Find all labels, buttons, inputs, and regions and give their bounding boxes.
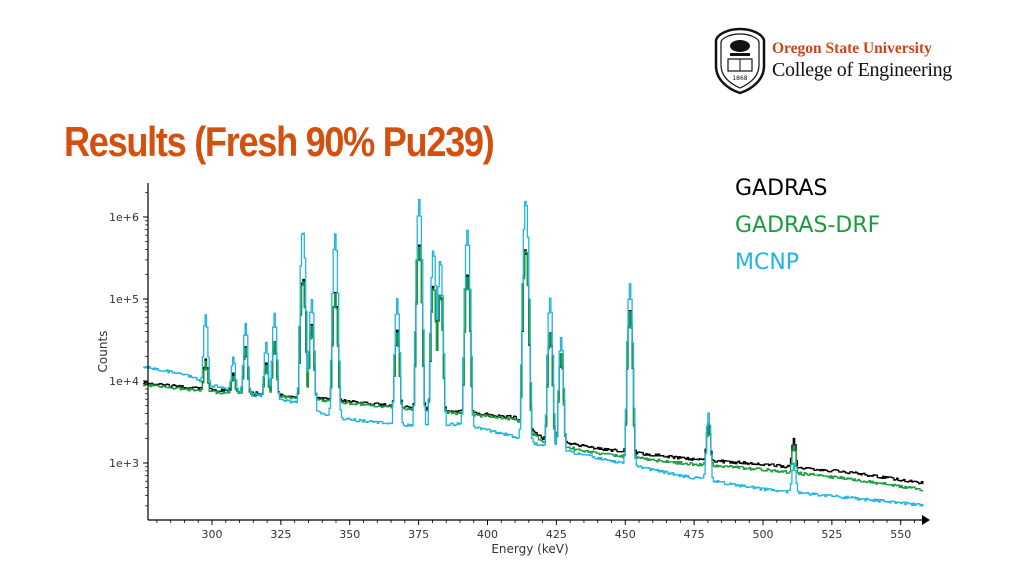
- x-tick-label: 475: [684, 528, 705, 541]
- x-tick-label: 350: [339, 528, 360, 541]
- x-tick-label: 375: [408, 528, 429, 541]
- x-tick-label: 325: [270, 528, 291, 541]
- y-tick-label: 1e+3: [109, 457, 139, 470]
- x-tick-label: 525: [821, 528, 842, 541]
- college-name: College of Engineering: [772, 59, 953, 81]
- series-gadras-drf: [143, 246, 924, 492]
- x-tick-label: 425: [546, 528, 567, 541]
- y-tick-label: 1e+4: [109, 375, 139, 388]
- x-axis-label: Energy (keV): [491, 542, 568, 556]
- x-axis-arrow-icon: [922, 515, 930, 525]
- series-gadras: [143, 244, 924, 485]
- svg-text:1868: 1868: [732, 75, 747, 82]
- x-tick-label: 400: [477, 528, 498, 541]
- legend: GADRAS GADRAS-DRF MCNP: [735, 170, 880, 281]
- slide-title: Results (Fresh 90% Pu239): [64, 118, 495, 165]
- y-tick-label: 1e+5: [109, 293, 139, 306]
- x-tick-label: 450: [615, 528, 636, 541]
- x-tick-label: 550: [890, 528, 911, 541]
- x-tick-label: 500: [753, 528, 774, 541]
- y-tick-label: 1e+6: [109, 211, 139, 224]
- university-name: Oregon State University: [772, 40, 932, 57]
- legend-entry-mcnp: MCNP: [735, 250, 800, 275]
- osu-seal-icon: 1868: [714, 27, 766, 95]
- legend-entry-gadras: GADRAS: [735, 176, 828, 201]
- legend-entry-gadras-drf: GADRAS-DRF: [735, 213, 881, 238]
- series-mcnp: [143, 198, 924, 507]
- y-axis-label: Counts: [96, 331, 110, 373]
- x-tick-label: 300: [202, 528, 223, 541]
- osu-logo: 1868 Oregon State University College of …: [712, 26, 952, 98]
